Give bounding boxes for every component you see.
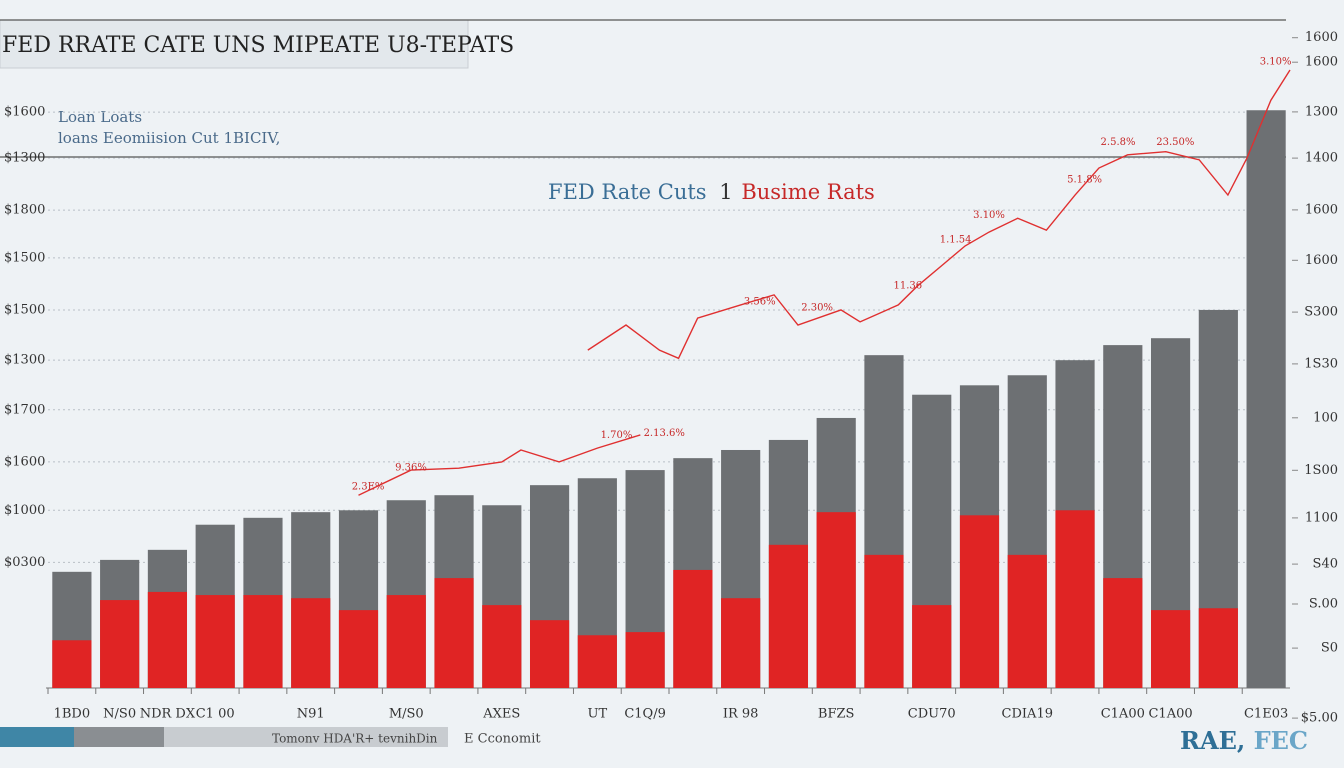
x-tick-label: IR 98 [723, 707, 759, 722]
y2-tick-label: 1600 [1305, 55, 1338, 70]
x-tick-label: CDU70 [908, 707, 956, 722]
y2-tick-label: 1S30 [1304, 356, 1338, 371]
y2-tick-label: 1100 [1305, 510, 1338, 525]
bar [1055, 510, 1095, 688]
subtitle: loans Eeomiision Cut 1BICIV, [58, 129, 280, 147]
annotation: 2.13.6% [644, 428, 685, 439]
annotation: 1.70% [601, 430, 633, 441]
bar [912, 605, 952, 688]
bar [338, 610, 379, 688]
subtitle: Loan Loats [58, 108, 142, 126]
bar [1246, 110, 1286, 689]
bar [434, 578, 474, 688]
x-tick-label: C1 00 [196, 707, 235, 722]
title-box [0, 19, 469, 69]
y-tick-label: $1300 [4, 353, 45, 368]
inner-title-part: 1 [719, 180, 732, 204]
x-tick-label: NDR DX [140, 707, 196, 722]
y-tick-label: $1500 [4, 302, 45, 317]
y-tick-label: $1700 [4, 402, 45, 417]
bar [673, 569, 713, 688]
logo-part: RAE, [1180, 726, 1245, 755]
annotation: 2.30% [801, 303, 833, 314]
y2-tick-label: 1400 [1305, 151, 1338, 166]
x-tick-label: C1A00 [1148, 707, 1192, 722]
logo: RAE, FEC [1180, 726, 1308, 755]
x-tick-label: CDIA19 [1002, 707, 1053, 722]
annotation: 11.36 [894, 281, 923, 292]
annotation: 3.10% [973, 210, 1005, 221]
y2-tick-label: S300 [1304, 305, 1338, 320]
y2-tick-label: 1S00 [1304, 463, 1338, 478]
y2-tick-label: 1600 [1305, 253, 1338, 268]
bar [529, 620, 570, 688]
x-tick-label: AXES [482, 707, 520, 722]
bar [577, 635, 617, 688]
x-tick-label: C1E03 [1244, 707, 1288, 722]
rate-line [358, 434, 641, 496]
footer-band [74, 727, 164, 747]
bar [1150, 610, 1191, 688]
inner-title-part: Busime Rats [741, 180, 875, 204]
bar [959, 515, 1000, 688]
footer-band [164, 727, 448, 747]
annotation: 23.50% [1156, 137, 1194, 148]
bar [291, 598, 331, 688]
bar [721, 598, 761, 688]
bar [147, 591, 188, 688]
y-tick-label: $1800 [4, 203, 45, 218]
y-tick-label: $1600 [4, 105, 45, 120]
rate-line [587, 69, 1291, 360]
y2-tick-label: S40 [1313, 557, 1338, 572]
y2-tick-label: 1600 [1305, 30, 1338, 45]
x-tick-label: UT [588, 707, 608, 722]
y2-tick-label: S0 [1321, 641, 1338, 656]
y2-tick-label: 1600 [1305, 202, 1338, 217]
footer-credit: E Cconomit [464, 732, 541, 747]
inner-title-part: FED Rate Cuts [548, 180, 707, 204]
y-tick-label: $0300 [4, 555, 45, 570]
bar [386, 595, 426, 688]
y-tick-label: $1300 [4, 150, 45, 165]
x-tick-label: 1BD0 [54, 707, 91, 722]
bar [243, 595, 283, 688]
bar [482, 605, 522, 688]
y-tick-label: $1600 [4, 454, 45, 469]
x-tick-label: BFZS [818, 707, 855, 722]
logo-part: FEC [1254, 726, 1308, 755]
y2-tick-label: 1300 [1305, 104, 1338, 119]
bar [768, 544, 809, 688]
x-tick-label: N/S0 [103, 707, 136, 722]
annotation: 2.5.8% [1101, 137, 1136, 148]
x-tick-label: M/S0 [389, 707, 424, 722]
x-tick-label: C1Q/9 [624, 707, 666, 722]
bar [100, 600, 140, 688]
annotation: 3.56% [744, 296, 776, 307]
bar [864, 554, 904, 688]
annotation: 1.1.54 [940, 235, 972, 246]
bar [816, 512, 856, 688]
y2-tick-label: 100 [1313, 410, 1338, 425]
bar [52, 640, 92, 688]
annotation: 2.3E% [352, 482, 385, 493]
y-tick-label: $1500 [4, 250, 45, 265]
y2-tick-label: $5.00 [1301, 711, 1338, 726]
annotation: 5.1.8% [1067, 174, 1102, 185]
bar [625, 632, 665, 688]
y2-tick-label: S.00 [1309, 597, 1338, 612]
chart-title: FED RRATE CATE UNS MIPEATE U8-TEPATS [2, 33, 514, 58]
bar [1007, 554, 1047, 688]
x-tick-label: C1A00 [1101, 707, 1145, 722]
bar [1103, 578, 1143, 688]
bar [195, 595, 235, 688]
bar [1198, 608, 1238, 688]
x-tick-label: N91 [297, 707, 325, 722]
annotation: 3.10% [1260, 56, 1292, 67]
inner-title: FED Rate Cuts 1 Busime Rats [548, 180, 875, 204]
footer-band [0, 727, 74, 747]
y-tick-label: $1000 [4, 503, 45, 518]
footer-source: Tomonv HDA'R+ tevnihDin [272, 732, 438, 746]
annotation: 9.36% [395, 463, 427, 474]
